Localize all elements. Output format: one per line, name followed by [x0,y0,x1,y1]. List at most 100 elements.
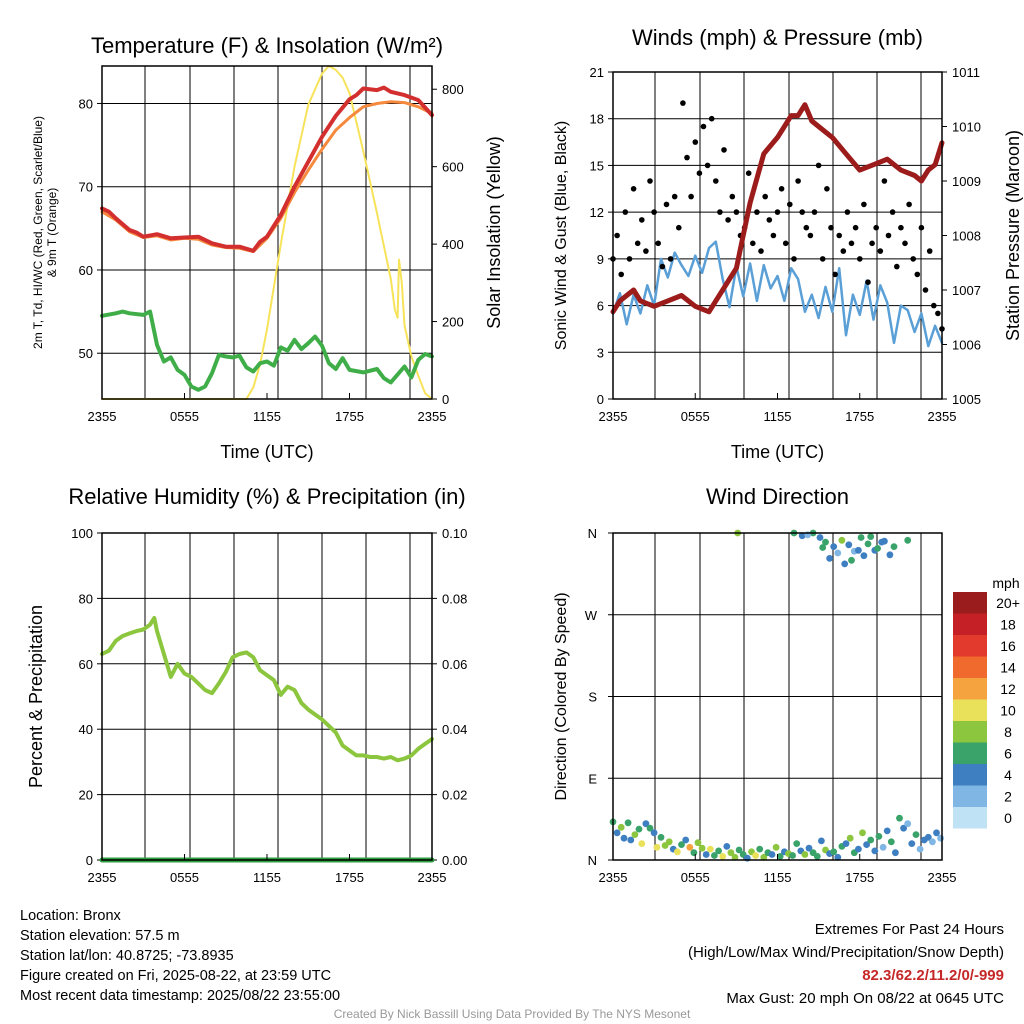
temp-ytick-label-3: 80 [79,96,93,111]
direction-point [863,841,870,848]
wind-ylabel: Sonic Wind & Gust (Blue, Black) [553,121,570,350]
direction-point [719,853,727,860]
direction-point [845,541,853,549]
speed-legend-swatch-4 [953,678,987,700]
wind-ytick-label-2: 6 [597,299,604,314]
rh-xtick-label-2: 1155 [253,870,281,885]
created-text: Figure created on Fri, 2025-08-22, at 23… [20,968,332,984]
speed-legend-label-7: 6 [1004,745,1012,761]
temp-y2tick-label-1: 200 [442,315,464,330]
gust-point [704,162,711,169]
gust-point [696,170,703,176]
temp-title: Temperature (F) & Insolation (W/m²) [91,33,443,58]
temp-y2tick-label-2: 400 [442,237,464,252]
gust-point [745,170,752,176]
wind-ytick-label-6: 18 [590,112,604,127]
credit-text: Created By Nick Bassill Using Data Provi… [333,1007,691,1021]
gust-point [717,209,723,215]
gust-point [791,256,797,262]
gust-point [651,209,657,215]
direction-point [642,820,650,828]
gust-point [824,186,830,192]
direction-point [859,829,866,837]
temp-ytick-label-2: 70 [79,180,93,195]
direction-point [904,536,912,544]
gust-point [618,271,624,278]
gust-point [667,256,674,262]
gust-point [926,248,933,254]
rh-y2tick-label-5: 0.10 [442,526,467,541]
direction-point [682,836,690,844]
speed-legend-label-2: 16 [1000,638,1016,654]
gust-point [630,186,637,192]
gust-point [692,139,699,145]
gust-point [655,240,661,247]
gust-point [918,224,925,231]
gust-point [708,115,715,122]
rh-xtick-label-0: 2355 [88,870,117,885]
speed-legend-swatch-2 [953,635,987,657]
direction-point [875,833,883,840]
gust-point [844,209,851,215]
wind-y2tick-label-5: 1010 [952,120,981,135]
rh-xtick-label-1: 0555 [170,870,199,885]
direction-point [846,834,854,842]
wind-xtick-label-0: 2355 [599,409,628,424]
gust-point [906,201,912,208]
location-text: Location: Bronx [20,908,121,924]
direction-point [646,824,654,832]
temp-series-temp2m [100,85,434,253]
rh-xtick-label-4: 2355 [418,870,447,885]
temp-ylabel: 2m T, Td, HI/WC (Red, Green, Scarlet/Blu… [31,116,59,349]
direction-point [613,829,621,837]
gust-point [881,178,888,184]
gust-point [787,201,793,208]
gust-point [643,248,649,254]
direction-point [735,846,743,854]
rh-series-rh [100,616,434,763]
speed-legend-swatch-0 [953,592,987,614]
direction-point [830,543,838,550]
temp-ytick-label-1: 60 [79,263,93,278]
gust-point [832,271,838,278]
gust-point [778,186,785,192]
gust-point [729,193,736,200]
direction-point [908,840,916,847]
gust-point [865,279,871,286]
gust-point [663,201,670,208]
wind-y2tick-label-3: 1008 [952,229,981,244]
gust-point [910,256,916,262]
direction-point [834,853,842,861]
extremes-values: 82.3/62.2/11.2/0/-999 [862,967,1004,984]
temp-xlabel: Time (UTC) [220,442,313,462]
rh-ytick-label-0: 0 [86,853,93,868]
wdir-xtick-label-1: 0555 [681,870,710,885]
direction-point [798,532,806,540]
wind-y2tick-label-1: 1006 [952,338,981,353]
gust-point [626,256,633,262]
gust-point [639,217,645,223]
wind-chart: 0 3 6 9 12 15 18 21 1005 1006 1007 1008 1009 1010 1011… [553,25,1023,462]
gust-point [902,240,908,247]
direction-point [937,834,944,842]
speed-legend-label-8: 4 [1004,767,1012,783]
temp-y2tick-label-0: 0 [442,392,449,407]
temp-series-dewpoint [100,309,434,392]
speed-legend-swatch-7 [953,742,987,764]
direction-point [698,844,706,852]
gust-point [931,302,937,309]
gust-point [700,123,707,130]
direction-point [857,534,865,541]
direction-point [756,845,764,853]
direction-point [864,540,872,548]
wdir-xtick-label-2: 1155 [764,870,792,885]
gust-point [684,154,690,161]
speed-legend-label-10: 0 [1004,810,1012,826]
direction-point [801,851,809,858]
direction-point [638,840,646,847]
gust-point [770,232,777,239]
direction-point [886,551,894,559]
rh-ylabel: Percent & Precipitation [26,605,46,788]
